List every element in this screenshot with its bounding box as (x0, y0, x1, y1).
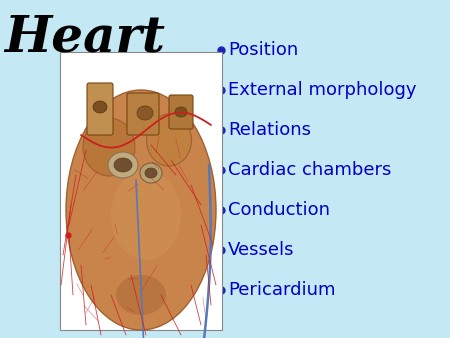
Ellipse shape (140, 163, 162, 183)
Ellipse shape (108, 152, 138, 178)
Ellipse shape (111, 170, 181, 260)
Ellipse shape (137, 106, 153, 120)
Text: Position: Position (228, 41, 298, 59)
Ellipse shape (145, 168, 157, 178)
Ellipse shape (93, 101, 107, 113)
Text: Relations: Relations (228, 121, 311, 139)
Ellipse shape (114, 158, 132, 172)
FancyBboxPatch shape (169, 95, 193, 129)
FancyBboxPatch shape (87, 83, 113, 135)
Text: Pericardium: Pericardium (228, 281, 336, 299)
Text: External morphology: External morphology (228, 81, 417, 99)
Text: Heart: Heart (4, 14, 166, 63)
FancyBboxPatch shape (127, 93, 159, 135)
Ellipse shape (175, 107, 187, 117)
Ellipse shape (83, 118, 135, 176)
Text: Cardiac chambers: Cardiac chambers (228, 161, 392, 179)
Bar (60, 52, 222, 330)
Text: Vessels: Vessels (228, 241, 294, 259)
Ellipse shape (66, 90, 216, 330)
Ellipse shape (116, 275, 166, 315)
Ellipse shape (147, 114, 192, 166)
Text: Conduction: Conduction (228, 201, 330, 219)
